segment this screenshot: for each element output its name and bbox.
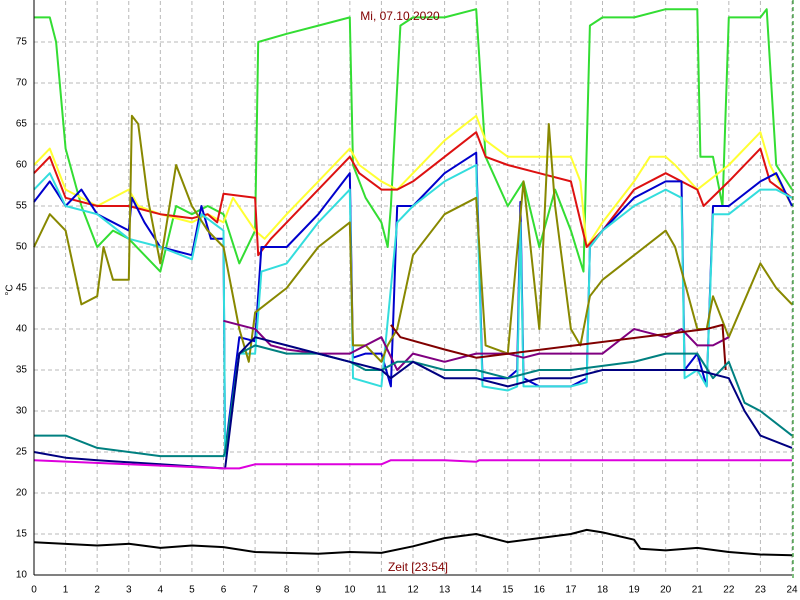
lines	[33, 8, 793, 557]
x-tick-label: 1	[63, 585, 69, 596]
x-tick-label: 7	[252, 585, 258, 596]
x-tick-label: 15	[502, 585, 514, 596]
x-tick-label: 23	[755, 585, 767, 596]
x-tick-label: 2	[94, 585, 100, 596]
series-line	[390, 323, 727, 371]
x-tick-label: 12	[407, 585, 419, 596]
series-line	[33, 164, 793, 458]
x-tick-label: 10	[344, 585, 356, 596]
x-tick-label: 20	[660, 585, 672, 596]
grid	[33, 1, 793, 576]
x-tick-label: 17	[565, 585, 577, 596]
y-tick-label: 45	[16, 283, 28, 294]
series-line	[223, 319, 730, 371]
x-tick-label: 4	[158, 585, 164, 596]
y-tick-label: 55	[16, 201, 28, 212]
y-tick-label: 20	[16, 488, 28, 499]
y-tick-label: 75	[16, 37, 28, 48]
y-tick-label: 15	[16, 529, 28, 540]
x-tick-label: 22	[723, 585, 735, 596]
x-tick-label: 16	[534, 585, 546, 596]
y-tick-label: 35	[16, 365, 28, 376]
y-tick-label: 60	[16, 160, 28, 171]
x-axis-label: Zeit [23:54]	[388, 560, 448, 574]
y-tick-label: 10	[16, 570, 28, 581]
y-tick-label: 25	[16, 447, 28, 458]
x-tick-label: 3	[126, 585, 132, 596]
y-tick-label: 65	[16, 119, 28, 130]
x-tick-label: 5	[189, 585, 195, 596]
y-tick-label: 50	[16, 242, 28, 253]
x-tick-label: 6	[221, 585, 227, 596]
x-tick-label: 19	[629, 585, 641, 596]
series-line	[34, 8, 793, 273]
x-tick-label: 13	[439, 585, 451, 596]
x-tick-label: 14	[471, 585, 483, 596]
x-tick-label: 21	[692, 585, 704, 596]
x-tick-label: 24	[786, 585, 798, 596]
series-line	[33, 528, 793, 557]
series-line	[33, 459, 792, 470]
x-tick-label: 18	[597, 585, 609, 596]
x-tick-label: 0	[31, 585, 37, 596]
x-tick-label: 8	[284, 585, 290, 596]
y-tick-label: 30	[16, 406, 28, 417]
x-tick-label: 11	[376, 585, 387, 596]
series-line	[33, 114, 793, 363]
chart-title: Mi, 07.10.2020	[360, 9, 440, 23]
x-tick-label: 9	[315, 585, 321, 596]
y-axis-label: °C	[5, 284, 16, 295]
y-tick-label: 70	[16, 78, 28, 89]
y-tick-label: 40	[16, 324, 28, 335]
